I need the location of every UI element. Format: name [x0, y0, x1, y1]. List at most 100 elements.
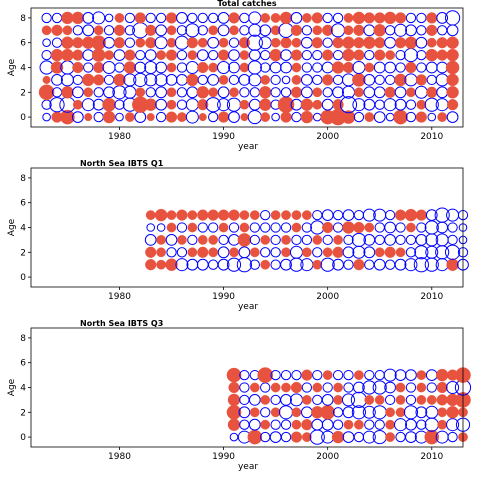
negative-bubble-age-5-year-1993 [249, 210, 260, 220]
positive-bubble-age-8-year-2000 [322, 12, 333, 24]
positive-bubble-age-1-year-2006 [383, 98, 397, 112]
positive-bubble-age-2-year-2007 [394, 86, 407, 99]
negative-bubble-age-5-year-1985 [165, 49, 178, 61]
negative-bubble-age-5-year-2012 [446, 48, 459, 62]
positive-bubble-age-8-year-2001 [332, 12, 344, 24]
positive-bubble-age-3-year-2006 [384, 234, 397, 246]
negative-bubble-age-4-year-1995 [270, 382, 281, 393]
positive-bubble-age-4-year-1999 [312, 62, 323, 73]
negative-bubble-age-7-year-2002 [343, 25, 354, 36]
positive-bubble-age-3-year-1995 [270, 394, 281, 406]
positive-bubble-age-6-year-2006 [384, 36, 397, 49]
negative-bubble-age-5-year-1976 [72, 49, 84, 61]
positive-bubble-age-3-year-1990 [218, 234, 229, 246]
positive-bubble-age-3-year-1993 [249, 234, 260, 246]
positive-bubble-age-7-year-1994 [259, 24, 272, 37]
negative-bubble-age-4-year-1974 [50, 61, 64, 74]
negative-bubble-age-0-year-2006 [385, 432, 395, 442]
negative-bubble-age-5-year-2005 [374, 49, 386, 61]
positive-bubble-age-3-year-1974 [51, 74, 63, 86]
positive-bubble-age-5-year-2002 [342, 209, 355, 221]
negative-bubble-age-6-year-1990 [218, 37, 229, 48]
positive-bubble-age-7-year-1990 [217, 24, 230, 37]
negative-bubble-age-7-year-2010 [426, 24, 438, 36]
positive-bubble-age-1-year-2004 [364, 259, 375, 270]
positive-bubble-age-3-year-1983 [144, 234, 157, 246]
positive-bubble-age-4-year-2000 [321, 61, 334, 74]
negative-bubble-age-0-year-1994 [260, 112, 271, 122]
panel-title: Total catches [217, 0, 276, 8]
negative-bubble-age-2-year-2000 [320, 404, 335, 420]
positive-bubble-age-0-year-1987 [185, 110, 199, 124]
negative-bubble-age-5-year-1992 [239, 210, 250, 220]
positive-bubble-age-5-year-1980 [113, 49, 126, 61]
positive-bubble-age-0-year-1984 [155, 111, 167, 123]
positive-bubble-age-4-year-2007 [395, 222, 406, 233]
positive-bubble-age-2-year-1986 [176, 247, 188, 258]
negative-bubble-age-2-year-1999 [312, 87, 323, 98]
negative-bubble-age-5-year-2006 [385, 50, 395, 60]
positive-bubble-age-0-year-1999 [309, 429, 325, 445]
negative-bubble-age-5-year-2007 [394, 209, 407, 221]
positive-bubble-age-7-year-1987 [185, 23, 200, 38]
positive-bubble-age-3-year-1996 [280, 394, 292, 406]
positive-bubble-age-4-year-1994 [260, 222, 271, 233]
positive-bubble-age-2-year-2000 [322, 87, 333, 98]
positive-bubble-age-3-year-2005 [374, 74, 385, 86]
negative-bubble-age-5-year-2003 [354, 370, 364, 380]
negative-bubble-age-4-year-2007 [395, 382, 406, 393]
negative-bubble-age-4-year-1991 [228, 381, 240, 394]
positive-bubble-age-2-year-1990 [217, 86, 230, 99]
positive-bubble-age-4-year-1977 [83, 62, 94, 73]
negative-bubble-age-2-year-1994 [259, 86, 272, 99]
negative-bubble-age-3-year-2004 [364, 395, 375, 405]
positive-bubble-age-7-year-1988 [197, 25, 208, 36]
positive-bubble-age-4-year-2002 [343, 382, 354, 393]
negative-bubble-age-6-year-2007 [394, 37, 407, 49]
negative-bubble-age-6-year-2004 [363, 36, 376, 49]
positive-bubble-age-5-year-2001 [332, 209, 344, 221]
positive-bubble-age-2-year-2003 [351, 405, 366, 420]
negative-bubble-age-3-year-2001 [333, 235, 343, 245]
negative-bubble-age-3-year-2007 [395, 395, 406, 405]
negative-bubble-age-6-year-1988 [197, 37, 208, 48]
positive-bubble-age-2-year-1992 [239, 87, 250, 98]
positive-bubble-age-4-year-1986 [176, 222, 188, 233]
positive-bubble-age-5-year-2004 [364, 49, 375, 61]
positive-bubble-age-0-year-2004 [362, 430, 376, 444]
positive-bubble-age-3-year-1985 [165, 234, 178, 246]
negative-bubble-age-1-year-1994 [259, 98, 272, 111]
negative-bubble-age-0-year-1979 [102, 110, 116, 124]
positive-bubble-age-8-year-2009 [416, 12, 427, 24]
positive-bubble-age-4-year-1996 [280, 61, 292, 74]
negative-bubble-age-5-year-1989 [207, 209, 219, 221]
negative-bubble-age-6-year-1992 [238, 37, 250, 49]
positive-bubble-age-5-year-2007 [394, 369, 407, 381]
negative-bubble-age-4-year-1992 [239, 62, 250, 73]
positive-bubble-age-7-year-2012 [446, 24, 459, 37]
positive-bubble-age-4-year-2001 [332, 222, 344, 233]
positive-bubble-age-4-year-1979 [102, 60, 116, 75]
positive-bubble-age-4-year-1994 [260, 382, 271, 393]
positive-bubble-age-2-year-2008 [403, 405, 419, 420]
negative-bubble-age-3-year-1994 [260, 235, 271, 245]
negative-bubble-age-4-year-1985 [166, 62, 177, 73]
negative-bubble-age-5-year-1987 [187, 50, 198, 60]
positive-bubble-age-1-year-2005 [373, 258, 386, 271]
negative-bubble-age-0-year-1993 [247, 429, 263, 445]
x-axis-label: year [238, 462, 258, 472]
negative-bubble-age-0-year-1983 [146, 113, 155, 122]
negative-bubble-age-4-year-2012 [445, 60, 460, 75]
negative-bubble-age-4-year-2008 [406, 222, 416, 233]
positive-bubble-age-2-year-1985 [166, 247, 177, 258]
negative-bubble-age-0-year-1981 [125, 112, 135, 122]
negative-bubble-age-3-year-1994 [260, 75, 271, 85]
negative-bubble-age-6-year-1987 [186, 37, 198, 49]
positive-bubble-age-0-year-2007 [395, 431, 406, 443]
positive-bubble-age-3-year-1976 [72, 74, 83, 86]
negative-bubble-age-5-year-2011 [435, 368, 449, 382]
positive-bubble-age-2-year-1976 [71, 86, 84, 99]
negative-bubble-age-5-year-1996 [281, 210, 291, 220]
negative-bubble-age-1-year-1991 [227, 418, 241, 431]
positive-bubble-age-3-year-1999 [312, 394, 323, 406]
